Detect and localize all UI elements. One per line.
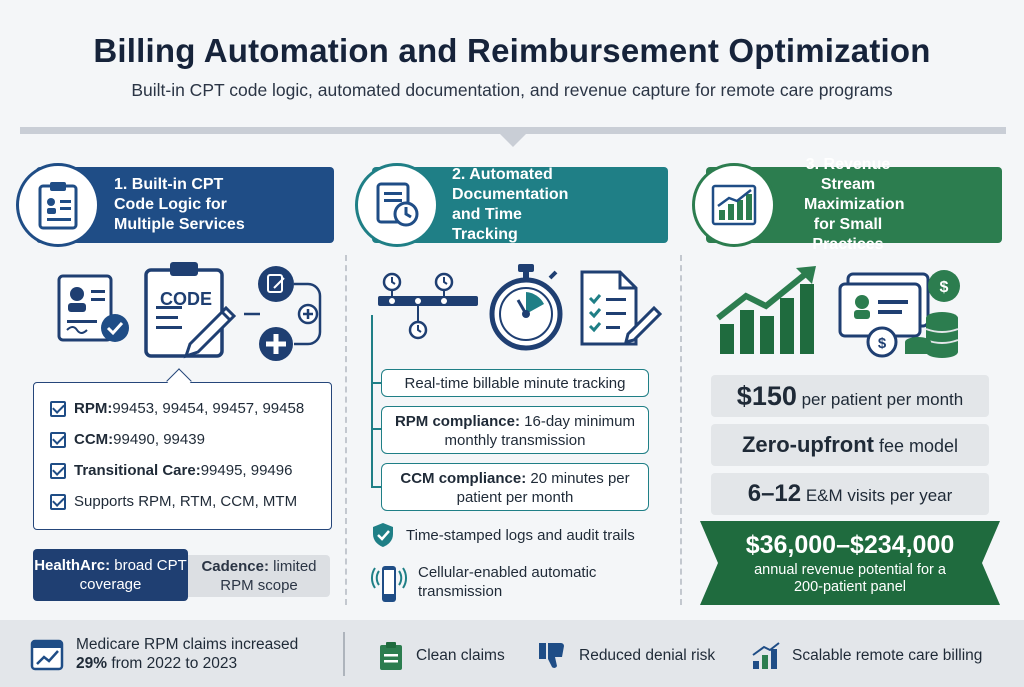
stat-small: fee model xyxy=(873,436,959,456)
footer-divider xyxy=(343,632,345,676)
trend-up-calendar-icon xyxy=(30,639,64,671)
healtharc-comparison-tag: HealthArc: broad CPT coverage xyxy=(33,549,188,601)
cellular-phone-icon xyxy=(370,566,408,602)
growth-chart-icon xyxy=(712,262,822,363)
service-network-icon xyxy=(236,262,326,367)
annual-revenue-banner: $36,000–$234,000 annual revenue potentia… xyxy=(700,521,1000,605)
checkbox-icon xyxy=(50,431,66,448)
money-card-coins-icon: $ $ xyxy=(834,266,974,363)
timeline-line xyxy=(371,315,373,487)
scalable-bar-chart-icon xyxy=(752,642,780,669)
clean-claims-clipboard-icon xyxy=(380,642,402,670)
stat-per-patient: $150 per patient per month xyxy=(711,375,989,417)
footer-item-label: Reduced denial risk xyxy=(579,647,716,664)
checkbox-icon xyxy=(50,400,66,417)
box-text: 20 minutes per patient per month xyxy=(456,470,630,506)
list-item: Supports RPM, RTM, CCM, MTM xyxy=(50,493,297,510)
credential-check-icon xyxy=(55,272,135,357)
code-value: Supports RPM, RTM, CCM, MTM xyxy=(74,493,298,510)
checkbox-icon xyxy=(50,493,66,510)
code-label: CCM: xyxy=(74,431,114,448)
code-clipboard-icon xyxy=(140,260,240,365)
box-bold: RPM compliance: xyxy=(394,413,520,430)
timeline-connector xyxy=(371,428,381,430)
stat-big: 6–12 xyxy=(747,480,802,507)
bullet-text: Time-stamped logs and audit trails xyxy=(406,526,635,544)
footer-stat: Medicare RPM claims increased 29% from 2… xyxy=(30,635,298,673)
stat-visits: 6–12 E&M visits per year xyxy=(711,473,989,515)
footer-stat-line: from 2022 to 2023 xyxy=(107,655,238,672)
cpt-code-list-box xyxy=(33,382,332,530)
svg-text:$: $ xyxy=(878,335,887,352)
footer-bar xyxy=(0,620,1024,687)
footer-stat-percent: 29% xyxy=(76,655,108,672)
stopwatch-icon xyxy=(484,262,568,357)
code-value: 99490, 99439 xyxy=(113,431,205,448)
cadence-comparison-tag: Cadence: limited RPM scope xyxy=(188,555,330,597)
box-text: Real-time billable minute tracking xyxy=(404,375,626,392)
code-value: 99495, 99496 xyxy=(200,462,293,479)
stat-fee-model: Zero-upfront fee model xyxy=(711,424,989,466)
vendor-text: broad CPT coverage xyxy=(79,557,187,593)
svg-text:$: $ xyxy=(940,279,949,296)
revenue-range: $36,000–$234,000 xyxy=(745,531,955,559)
shield-check-icon xyxy=(373,523,393,547)
divider-notch xyxy=(500,134,526,147)
box-text: 16-day minimum monthly transmission xyxy=(444,413,636,449)
list-item: Cellular-enabled automatic transmission xyxy=(370,560,628,604)
footer-item-label: Scalable remote care billing xyxy=(792,647,983,664)
revenue-caption: annual revenue potential for a 200-patie… xyxy=(754,562,946,595)
list-item: Time-stamped logs and audit trails xyxy=(370,521,635,549)
clipboard-code-label: CODE xyxy=(159,289,212,309)
tracking-box: Real-time billable minute tracking xyxy=(381,369,649,397)
footer-stat-line: Medicare RPM claims increased xyxy=(76,636,299,653)
footer-item-clean-claims: Clean claims xyxy=(378,641,505,671)
code-label: RPM: xyxy=(74,400,113,417)
list-item: RPM: 99453, 99454, 99457, 99458 xyxy=(50,400,304,417)
footer-item-scalable-billing: Scalable remote care billing xyxy=(750,641,982,671)
column-heading-text: 3. Revenue Stream Maximization for Small… xyxy=(804,156,905,253)
vendor-name: Cadence: xyxy=(201,558,269,575)
column-heading-text: 2. Automated Documentation and Time Trac… xyxy=(452,166,569,243)
thumbs-down-icon xyxy=(539,643,564,668)
vendor-text: limited RPM scope xyxy=(220,558,317,594)
section-divider-bar xyxy=(20,127,1006,134)
column-divider xyxy=(345,255,347,605)
stat-small: per patient per month xyxy=(796,390,964,409)
vendor-name: HealthArc: xyxy=(34,557,111,574)
stat-small: E&M visits per year xyxy=(801,486,953,505)
footer-item-denial-risk: Reduced denial risk xyxy=(537,641,715,671)
document-clock-badge-icon xyxy=(355,163,439,247)
column-heading-text: 1. Built-in CPT Code Logic for Multiple … xyxy=(114,176,245,233)
ccm-compliance-box: CCM compliance: 20 minutes per patient p… xyxy=(381,463,649,511)
list-item: Transitional Care: 99495, 99496 xyxy=(50,462,292,479)
code-label: Transitional Care: xyxy=(74,462,201,479)
bullet-text: Cellular-enabled automatic transmission xyxy=(418,564,597,600)
timeline-icon xyxy=(378,272,478,347)
page-title: Billing Automation and Reimbursement Opt… xyxy=(93,32,931,69)
rpm-compliance-box: RPM compliance: 16-day minimum monthly t… xyxy=(381,406,649,454)
code-value: 99453, 99454, 99457, 99458 xyxy=(112,400,305,417)
timeline-connector xyxy=(371,382,381,384)
clipboard-badge-icon xyxy=(16,163,100,247)
footer-item-label: Clean claims xyxy=(416,647,505,664)
timeline-connector xyxy=(371,486,381,488)
bar-chart-badge-icon xyxy=(692,163,776,247)
list-item: CCM: 99490, 99439 xyxy=(50,431,205,448)
checklist-pencil-icon xyxy=(578,268,663,353)
column-divider xyxy=(680,255,682,605)
box-bold: CCM compliance: xyxy=(400,470,527,487)
stat-big: Zero-upfront xyxy=(741,432,874,457)
checkbox-icon xyxy=(50,462,66,479)
stat-big: $150 xyxy=(736,381,797,411)
page-subtitle: Built-in CPT code logic, automated docum… xyxy=(131,80,893,100)
